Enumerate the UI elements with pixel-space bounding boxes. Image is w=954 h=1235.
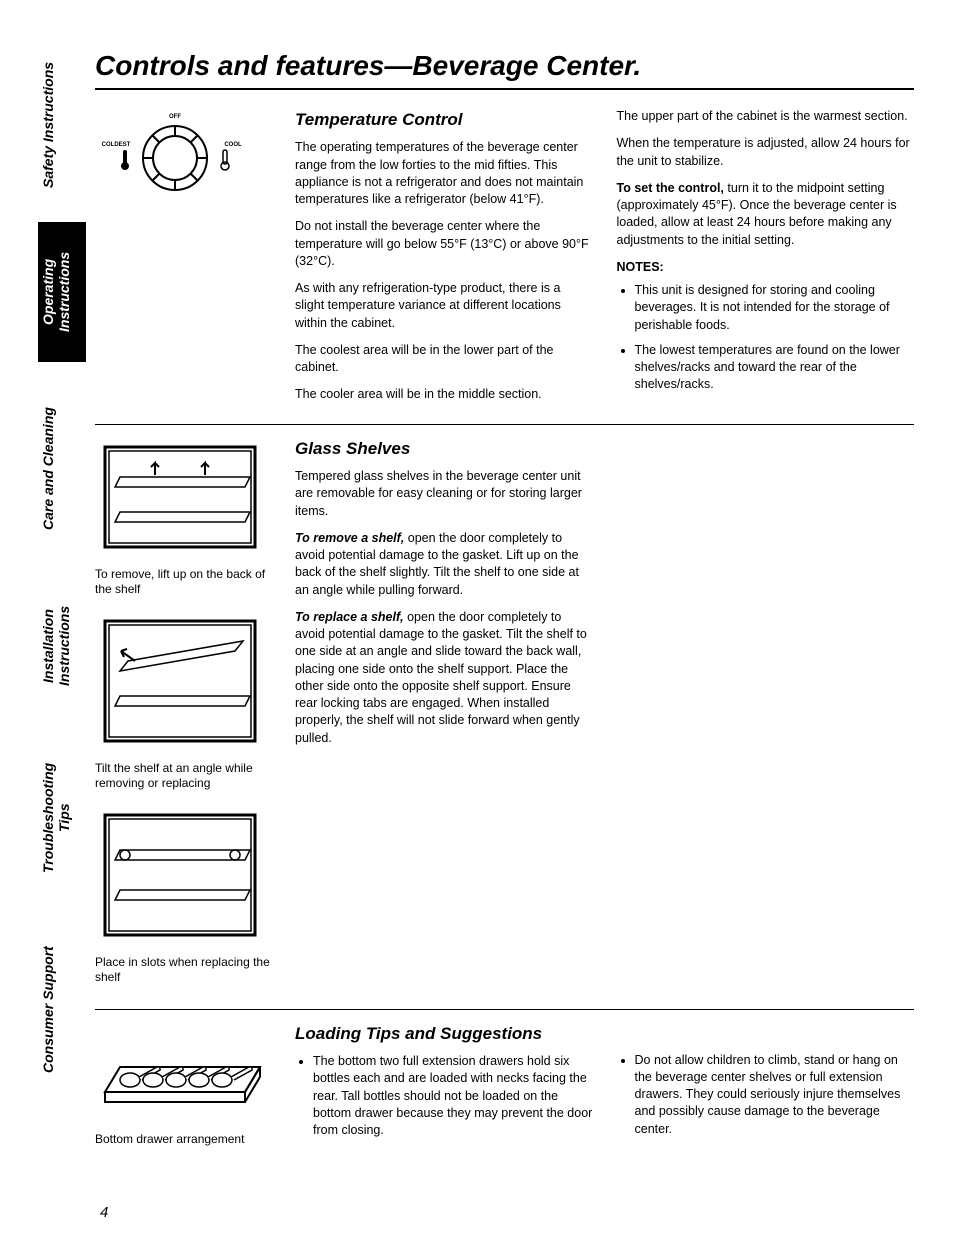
glass-col-empty	[617, 437, 915, 999]
glass-heading: Glass Shelves	[295, 437, 593, 460]
load-b2: Do not allow children to climb, stand or…	[635, 1052, 915, 1138]
temp-p6: The upper part of the cabinet is the war…	[617, 108, 915, 125]
tab-troubleshooting[interactable]: Troubleshooting Tips	[38, 728, 86, 908]
tab-support[interactable]: Consumer Support	[38, 920, 86, 1100]
fig-bottles-icon	[95, 1022, 265, 1122]
temp-p4: The coolest area will be in the lower pa…	[295, 342, 593, 377]
side-tabs: Safety Instructions Operating Instructio…	[38, 40, 86, 1100]
divider-1	[95, 424, 914, 425]
temp-p1: The operating temperatures of the bevera…	[295, 139, 593, 208]
load-b1: The bottom two full extension drawers ho…	[313, 1053, 593, 1139]
cap-bottles: Bottom drawer arrangement	[95, 1132, 275, 1147]
divider-2	[95, 1009, 914, 1010]
section-temperature: OFF COLDEST COOL Temperature Control The…	[95, 108, 914, 414]
cap-remove: To remove, lift up on the back of the sh…	[95, 567, 275, 597]
temp-set: To set the control, turn it to the midpo…	[617, 180, 915, 249]
temp-p3: As with any refrigeration-type product, …	[295, 280, 593, 332]
glass-replace: To replace a shelf, open the door comple…	[295, 609, 593, 747]
glass-col: Glass Shelves Tempered glass shelves in …	[295, 437, 593, 999]
temp-col-left: Temperature Control The operating temper…	[295, 108, 593, 414]
load-heading: Loading Tips and Suggestions	[295, 1022, 593, 1045]
glass-figures: To remove, lift up on the back of the sh…	[95, 437, 275, 999]
svg-text:COOL: COOL	[224, 142, 242, 148]
cap-replace: Place in slots when replacing the shelf	[95, 955, 275, 985]
tab-installation[interactable]: Installation Instructions	[38, 576, 86, 716]
svg-text:COLDEST: COLDEST	[102, 142, 131, 148]
tab-care[interactable]: Care and Cleaning	[38, 374, 86, 564]
fig-replace-icon	[95, 805, 265, 945]
glass-p1: Tempered glass shelves in the beverage c…	[295, 468, 593, 520]
loading-figure: Bottom drawer arrangement	[95, 1022, 275, 1161]
load-col-left: Loading Tips and Suggestions The bottom …	[295, 1022, 593, 1161]
note-2: The lowest temperatures are found on the…	[635, 342, 915, 394]
figure-dial: OFF COLDEST COOL	[95, 108, 275, 414]
glass-remove: To remove a shelf, open the door complet…	[295, 530, 593, 599]
tab-safety[interactable]: Safety Instructions	[38, 40, 86, 210]
page-title: Controls and features—Beverage Center.	[95, 50, 914, 82]
cap-tilt: Tilt the shelf at an angle while removin…	[95, 761, 275, 791]
temp-p5: The cooler area will be in the middle se…	[295, 386, 593, 403]
page-number: 4	[100, 1204, 108, 1221]
temp-col-right: The upper part of the cabinet is the war…	[617, 108, 915, 414]
section-glass: To remove, lift up on the back of the sh…	[95, 437, 914, 999]
temp-p7: When the temperature is adjusted, allow …	[617, 135, 915, 170]
load-col-right: Do not allow children to climb, stand or…	[617, 1022, 915, 1161]
notes-heading: NOTES:	[617, 259, 915, 276]
temp-p2: Do not install the beverage center where…	[295, 218, 593, 270]
title-rule	[95, 88, 914, 90]
notes-list: This unit is designed for storing and co…	[617, 282, 915, 394]
note-1: This unit is designed for storing and co…	[635, 282, 915, 334]
svg-text:OFF: OFF	[169, 114, 181, 120]
temp-heading: Temperature Control	[295, 108, 593, 131]
fig-remove-icon	[95, 437, 265, 557]
tab-operating[interactable]: Operating Instructions	[38, 222, 86, 362]
dial-icon: OFF COLDEST COOL	[95, 108, 255, 198]
section-loading: Bottom drawer arrangement Loading Tips a…	[95, 1022, 914, 1161]
fig-tilt-icon	[95, 611, 265, 751]
